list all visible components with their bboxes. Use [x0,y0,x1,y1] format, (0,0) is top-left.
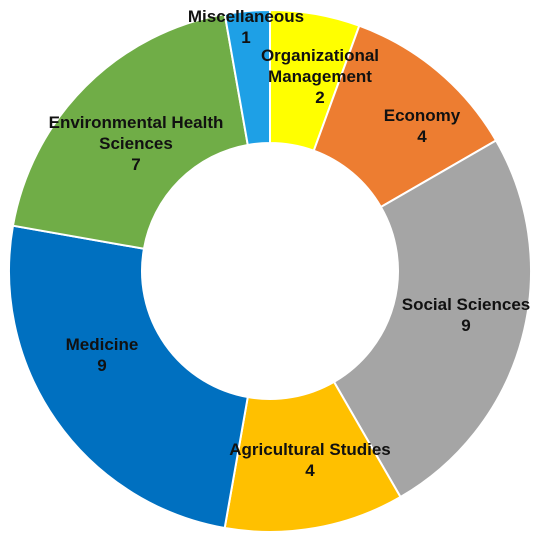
slice-value: 9 [461,316,470,335]
slice-category-text: Organizational [261,46,379,65]
slice-category-text: Social Sciences [402,295,531,314]
slice-value: 7 [131,155,140,174]
slice-value: 2 [315,88,324,107]
slice-value: 9 [97,356,106,375]
slice-label-organizational-management: Organizational Management 2 [261,46,379,107]
slice-category-text: Management [268,67,372,86]
slice-category-text: Miscellaneous [188,7,304,26]
slice-social-sciences [332,139,532,499]
slice-label-economy: Economy 4 [384,106,461,146]
slice-miscellaneous [223,8,271,147]
slice-medicine [8,224,249,530]
slice-category-text: Environmental Health [49,113,224,132]
slice-category-text: Economy [384,106,461,125]
slice-value: 4 [417,127,427,146]
slice-label-miscellaneous: Miscellaneous 1 [188,7,304,47]
donut-slices [8,8,532,533]
slice-value: 1 [241,28,250,47]
slice-value: 4 [305,461,315,480]
slice-category-text: Agricultural Studies [229,440,391,459]
slice-category-text: Medicine [66,335,139,354]
slice-label-social-sciences: Social Sciences 9 [402,295,531,335]
slice-labels: Organizational Management 2 Economy 4 Social … [49,7,531,480]
slice-label-medicine: Medicine 9 [66,335,139,375]
slice-environmental-health-sciences [11,12,249,250]
slice-label-agricultural-studies: Agricultural Studies 4 [229,440,391,480]
slice-category-text: Sciences [99,134,173,153]
slice-label-environmental-health-sciences: Environmental Health Sciences 7 [49,113,224,174]
